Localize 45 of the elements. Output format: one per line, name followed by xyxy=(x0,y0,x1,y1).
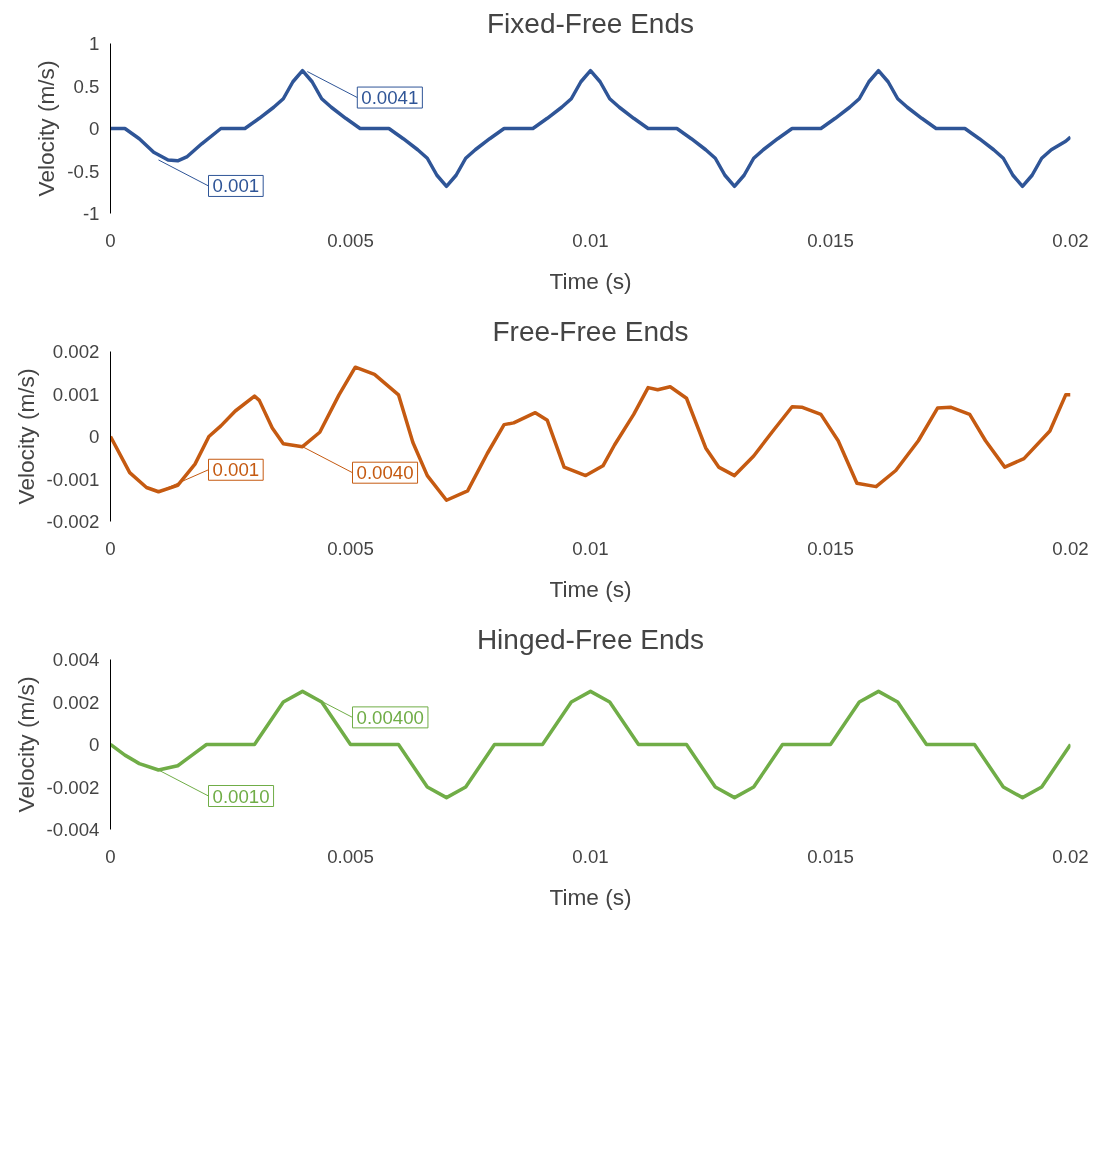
y-tick-label: -0.5 xyxy=(67,160,100,182)
y-tick-label: 0.004 xyxy=(52,649,100,670)
x-tick-label: 0.015 xyxy=(807,537,854,559)
x-tick-label: 0.02 xyxy=(1052,229,1089,251)
x-tick-label: 0.015 xyxy=(807,229,854,251)
x-tick-label: 0.015 xyxy=(807,845,854,867)
annotation: 0.001 xyxy=(212,175,260,197)
annotation: 0.0041 xyxy=(361,87,419,109)
y-tick-label: 0.001 xyxy=(52,383,100,405)
x-tick-label: 0.02 xyxy=(1052,845,1089,867)
y-tick-label: -0.002 xyxy=(46,511,100,532)
x-tick-label: 0.005 xyxy=(327,537,374,559)
x-tick-label: 0.01 xyxy=(572,845,609,867)
x-axis-title: Time (s) xyxy=(549,575,632,602)
x-tick-label: 0 xyxy=(105,229,116,251)
x-tick-label: 0.005 xyxy=(327,845,374,867)
y-axis-title: Velocity (m/s) xyxy=(12,676,39,813)
y-tick-label: 0.002 xyxy=(52,691,100,713)
annotation: 0.0010 xyxy=(212,785,270,807)
y-tick-label: -1 xyxy=(82,203,100,224)
y-tick-label: -0.001 xyxy=(46,468,100,490)
annotation: 0.0040 xyxy=(356,462,414,484)
x-tick-label: 0 xyxy=(105,845,116,867)
y-tick-label: 0.002 xyxy=(52,341,100,362)
x-axis-title: Time (s) xyxy=(549,883,632,910)
y-tick-label: 0 xyxy=(89,426,100,447)
x-tick-label: 0 xyxy=(105,537,116,559)
x-tick-label: 0.02 xyxy=(1052,537,1089,559)
y-axis-title: Velocity (m/s) xyxy=(33,60,60,197)
y-tick-label: -0.004 xyxy=(46,819,100,840)
y-tick-label: -0.002 xyxy=(46,776,100,798)
y-tick-label: 0 xyxy=(89,118,100,139)
y-axis-title: Velocity (m/s) xyxy=(12,368,39,505)
annotation: 0.00400 xyxy=(356,706,424,728)
x-tick-label: 0.005 xyxy=(327,229,374,251)
y-tick-label: 0.5 xyxy=(73,75,100,97)
chart-title: Fixed-Free Ends xyxy=(487,7,694,39)
x-tick-label: 0.01 xyxy=(572,537,609,559)
y-tick-label: 0 xyxy=(89,734,100,755)
x-tick-label: 0.01 xyxy=(572,229,609,251)
y-tick-label: 1 xyxy=(89,33,100,54)
x-axis-title: Time (s) xyxy=(549,267,632,294)
annotation: 0.001 xyxy=(212,459,260,481)
chart-title: Free-Free Ends xyxy=(492,315,689,347)
chart-title: Hinged-Free Ends xyxy=(476,623,705,655)
